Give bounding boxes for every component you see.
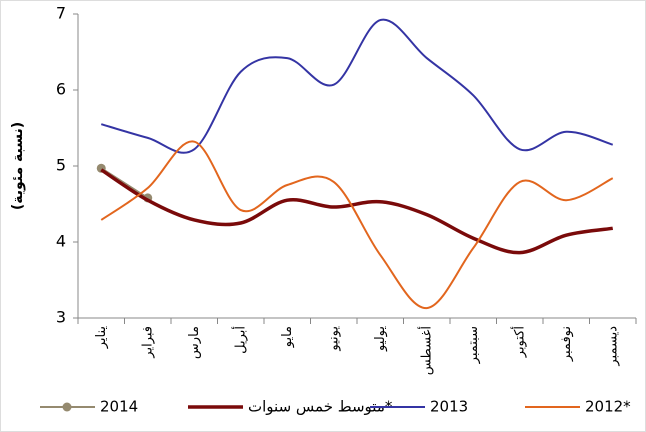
x-tick-label: يناير [94, 326, 109, 350]
y-axis-label: (نسبة مئوية) [10, 122, 26, 210]
x-tick-label: مايو [280, 326, 295, 348]
legend-label: 2014 [100, 398, 138, 416]
x-tick-label: ديسمبر [605, 326, 620, 367]
legend-marker [62, 402, 72, 412]
legend-label: 2012* [585, 398, 631, 416]
x-tick-label: يونيو [326, 326, 341, 352]
x-tick-label: أغسطس [417, 326, 434, 375]
legend-label: متوسط خمس سنوات* [248, 398, 393, 416]
x-tick-label: نوفمبر [559, 326, 574, 362]
y-tick-label: 7 [56, 4, 66, 23]
series-line [100, 140, 614, 310]
series-line [100, 18, 614, 154]
legend-label: 2013 [430, 398, 468, 416]
x-tick-label: أكتوبر [510, 326, 527, 358]
x-tick-label: فبراير [140, 326, 155, 359]
y-tick-label: 4 [56, 232, 66, 251]
x-tick-label: مارس [187, 326, 202, 359]
x-tick-label: أبريل [231, 326, 248, 354]
series-line [100, 168, 614, 255]
x-tick-label: سبتمبر [466, 326, 481, 364]
y-tick-label: 5 [56, 156, 66, 175]
y-tick-label: 3 [56, 308, 66, 327]
x-tick-label: يوليو [373, 326, 388, 352]
y-tick-label: 6 [56, 80, 66, 99]
